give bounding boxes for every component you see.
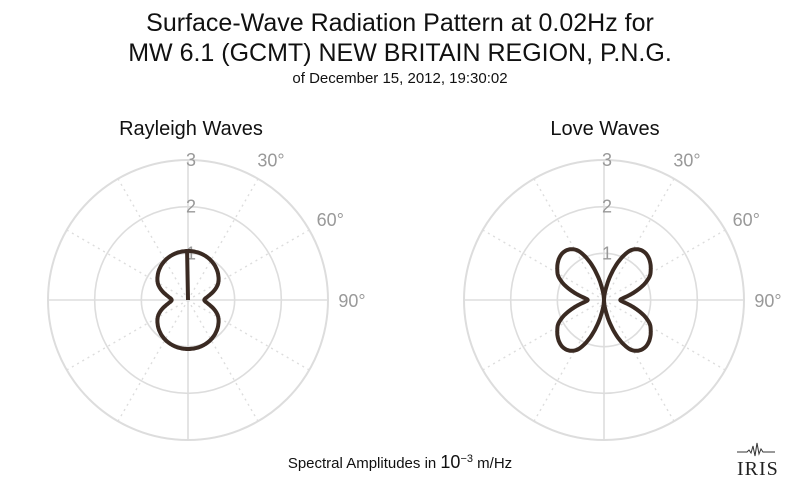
love-radial-tick-1: 1 xyxy=(602,243,612,263)
love-spoke-120 xyxy=(603,299,726,371)
chart-title-line-2: MW 6.1 (GCMT) NEW BRITAIN REGION, P.N.G. xyxy=(128,39,672,67)
rayleigh-spoke-150 xyxy=(187,299,259,422)
rayleigh-angle-tick-90: 90° xyxy=(338,291,365,311)
rayleigh-spoke-60 xyxy=(187,229,310,301)
rayleigh-radiation-curve-0 xyxy=(155,249,221,351)
rayleigh-radial-tick-1: 1 xyxy=(186,243,196,263)
footer-unit: m/Hz xyxy=(472,455,513,472)
rayleigh-spoke-240 xyxy=(66,299,189,371)
rayleigh-radial-tick-2: 2 xyxy=(186,197,196,217)
love-spoke-330 xyxy=(533,178,605,301)
love-angle-tick-30: 30° xyxy=(673,151,700,171)
chart-title-block: Surface-Wave Radiation Pattern at 0.02Hz… xyxy=(0,8,800,90)
rayleigh-spoke-30 xyxy=(187,178,259,301)
footer-caption: Spectral Amplitudes in 10−3 m/Hz xyxy=(0,452,800,473)
love-radial-tick-3: 3 xyxy=(602,150,612,170)
rayleigh-angle-tick-30: 30° xyxy=(257,151,284,171)
rayleigh-spoke-330 xyxy=(117,178,189,301)
love-angle-tick-60: 60° xyxy=(733,210,760,230)
seismogram-icon xyxy=(737,442,775,457)
love-spoke-60 xyxy=(603,229,726,301)
rayleigh-spoke-300 xyxy=(66,229,189,301)
love-spoke-300 xyxy=(482,229,605,301)
rayleigh-panel-title: Rayleigh Waves xyxy=(119,118,263,140)
love-spoke-150 xyxy=(603,299,675,422)
rayleigh-angle-tick-60: 60° xyxy=(317,210,344,230)
chart-title-line-1: Surface-Wave Radiation Pattern at 0.02Hz… xyxy=(146,9,654,37)
rayleigh-spoke-120 xyxy=(187,299,310,371)
footer-prefix: Spectral Amplitudes in xyxy=(287,455,441,472)
chart-subtitle: of December 15, 2012, 19:30:02 xyxy=(292,70,508,87)
love-radiation-curve-0 xyxy=(555,247,653,353)
footer-base: 10 xyxy=(440,452,461,472)
logo-text: IRIS xyxy=(737,458,779,480)
love-spoke-240 xyxy=(482,299,605,371)
rayleigh-radial-tick-3: 3 xyxy=(186,150,196,170)
love-radial-tick-2: 2 xyxy=(602,197,612,217)
love-spoke-30 xyxy=(603,178,675,301)
rayleigh-spoke-210 xyxy=(117,299,189,422)
iris-logo: IRIS xyxy=(735,438,795,486)
love-angle-tick-90: 90° xyxy=(754,291,781,311)
love-spoke-210 xyxy=(533,299,605,422)
love-panel-title: Love Waves xyxy=(550,118,660,140)
footer-exponent: −3 xyxy=(460,453,473,465)
